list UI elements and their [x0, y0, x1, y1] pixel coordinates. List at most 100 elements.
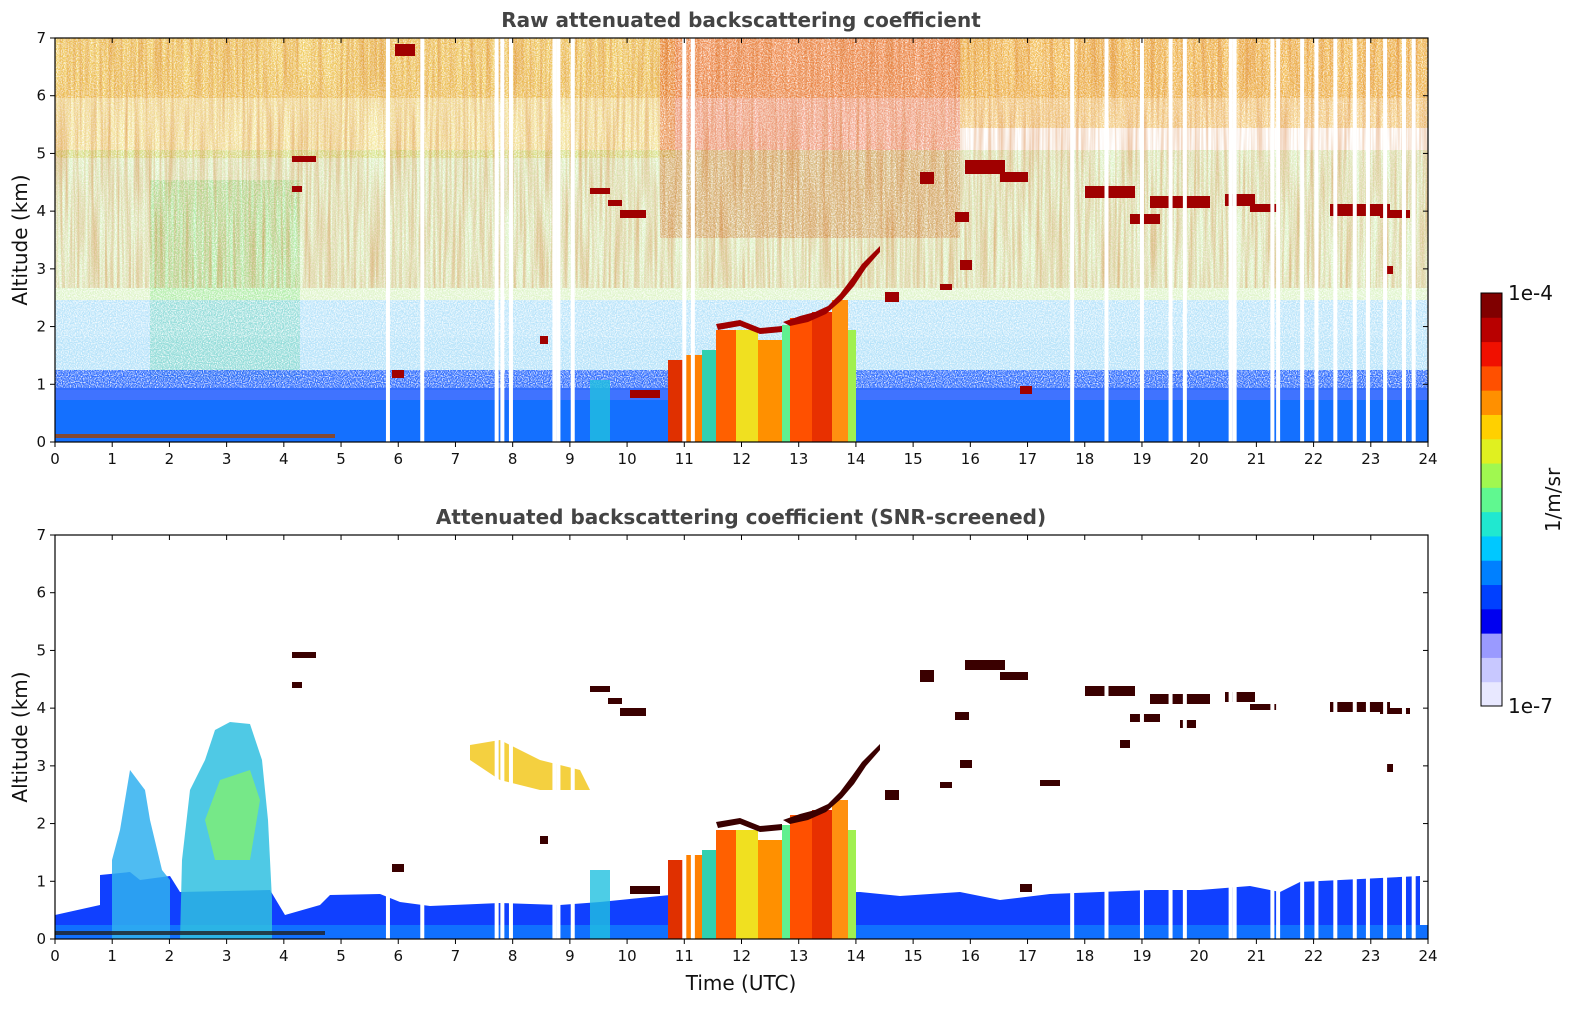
bottom-xtick-label: 18 [1075, 947, 1094, 965]
top-precip-block [590, 300, 856, 442]
colorbar-segment [1481, 560, 1502, 586]
bottom-ytick-label: 7 [36, 526, 46, 544]
top-missing-profile [1333, 38, 1338, 442]
bottom-missing-profile [508, 535, 513, 939]
top-missing-profile [1104, 38, 1109, 442]
top-missing-profile [420, 38, 425, 442]
bottom-precip-block [590, 800, 856, 939]
bottom-clouds [292, 652, 1410, 894]
bottom-missing-profile [1228, 535, 1233, 939]
bottom-xtick-label: 19 [1132, 947, 1151, 965]
top-missing-profile [556, 38, 561, 442]
top-heatmap [55, 38, 1428, 442]
bottom-missing-profile [1352, 535, 1357, 939]
top-missing-profile [494, 38, 499, 442]
colorbar-segment [1481, 535, 1502, 561]
top-xtick-label: 7 [451, 450, 461, 468]
top-ytick-label: 1 [36, 375, 46, 393]
bottom-missing-profile [1139, 535, 1144, 939]
bottom-xtick-label: 20 [1190, 947, 1209, 965]
bottom-missing-profile [1070, 535, 1075, 939]
bottom-missing-profile [1270, 535, 1275, 939]
top-xtick-label: 22 [1304, 450, 1323, 468]
top-xtick-label: 18 [1075, 450, 1094, 468]
top-missing-profile [1365, 38, 1370, 442]
top-ytick-label: 4 [36, 202, 46, 220]
colorbar-segment [1481, 681, 1502, 707]
bottom-missing-profile [1300, 535, 1305, 939]
bottom-ylabel: Altitude (km) [8, 671, 32, 802]
bottom-xtick-label: 1 [107, 947, 117, 965]
bottom-missing-profiles [385, 535, 1416, 939]
bottom-missing-profile [682, 535, 687, 939]
colorbar-segment [1481, 487, 1502, 513]
top-xtick-label: 10 [618, 450, 637, 468]
bottom-missing-profile [1182, 535, 1187, 939]
bottom-missing-profile [1314, 535, 1319, 939]
colorbar-segment [1481, 390, 1502, 415]
top-xtick-label: 20 [1190, 450, 1209, 468]
bottom-missing-profile [1383, 535, 1388, 939]
top-missing-profile [1401, 38, 1406, 442]
top-missing-profile [1139, 38, 1144, 442]
bottom-missing-profile [1411, 535, 1416, 939]
bottom-xtick-label: 13 [789, 947, 808, 965]
colorbar-segment [1481, 633, 1502, 658]
top-clouds [292, 44, 1410, 398]
bottom-axis-ticks: 0 1 2 3 4 5 6 7 8 9 10 11 12 13 14 15 16 17 18 19 20 21 22 23 24… [36, 526, 1437, 965]
top-xtick-label: 1 [107, 450, 117, 468]
top-missing-profile [1232, 38, 1237, 442]
bottom-xtick-label: 15 [904, 947, 923, 965]
bottom-missing-profile [494, 535, 499, 939]
top-xtick-label: 19 [1132, 450, 1151, 468]
top-missing-profile [690, 38, 695, 442]
top-xtick-label: 0 [50, 450, 60, 468]
top-xtick-label: 5 [336, 450, 346, 468]
colorbar-max-label: 1e-4 [1508, 281, 1553, 305]
bottom-panel: Attenuated backscattering coefficient (S… [8, 505, 1438, 995]
top-panel: Raw attenuated backscattering coefficien… [8, 8, 1438, 468]
bottom-xtick-label: 6 [393, 947, 403, 965]
top-missing-profile [1276, 38, 1281, 442]
top-ytick-label: 2 [36, 318, 46, 336]
bottom-xtick-label: 14 [846, 947, 865, 965]
bottom-ytick-label: 4 [36, 699, 46, 717]
bottom-missing-profile [1333, 535, 1338, 939]
top-missing-profile [1168, 38, 1173, 442]
bottom-missing-profile [1276, 535, 1281, 939]
top-xtick-label: 14 [846, 450, 865, 468]
colorbar-segment [1481, 317, 1502, 343]
top-xtick-label: 21 [1247, 450, 1266, 468]
bottom-missing-profile [1365, 535, 1370, 939]
bottom-missing-profile [420, 535, 425, 939]
top-ylabel: Altitude (km) [8, 174, 32, 305]
bottom-xtick-label: 2 [165, 947, 175, 965]
colorbar-segment [1481, 511, 1502, 537]
colorbar-min-label: 1e-7 [1508, 694, 1553, 718]
bottom-missing-profile [500, 535, 505, 939]
top-missing-profile [1411, 38, 1416, 442]
top-missing-profiles [385, 38, 1416, 442]
bottom-xtick-label: 11 [675, 947, 694, 965]
top-xtick-label: 8 [508, 450, 518, 468]
bottom-missing-profile [1232, 535, 1237, 939]
top-ytick-label: 5 [36, 144, 46, 162]
top-xtick-label: 13 [789, 450, 808, 468]
top-missing-profile [1352, 38, 1357, 442]
top-missing-profile [500, 38, 505, 442]
top-ytick-label: 3 [36, 260, 46, 278]
bottom-xtick-label: 9 [565, 947, 575, 965]
bottom-xlabel: Time (UTC) [685, 971, 797, 995]
bottom-ytick-label: 5 [36, 641, 46, 659]
top-axis-ticks: 0 1 2 3 4 5 6 7 8 9 10 11 12 13 14 15 16 17 18 19 20 21 22 23 24… [36, 29, 1437, 468]
bottom-xtick-label: 10 [618, 947, 637, 965]
bottom-heatmap [55, 535, 1428, 939]
top-missing-profile [682, 38, 687, 442]
top-missing-profile [1300, 38, 1305, 442]
colorbar-segment [1481, 463, 1502, 488]
bottom-missing-profile [385, 535, 390, 939]
bottom-missing-profile [1168, 535, 1173, 939]
bottom-xtick-label: 5 [336, 947, 346, 965]
top-xtick-label: 16 [961, 450, 980, 468]
bottom-xtick-label: 7 [451, 947, 461, 965]
